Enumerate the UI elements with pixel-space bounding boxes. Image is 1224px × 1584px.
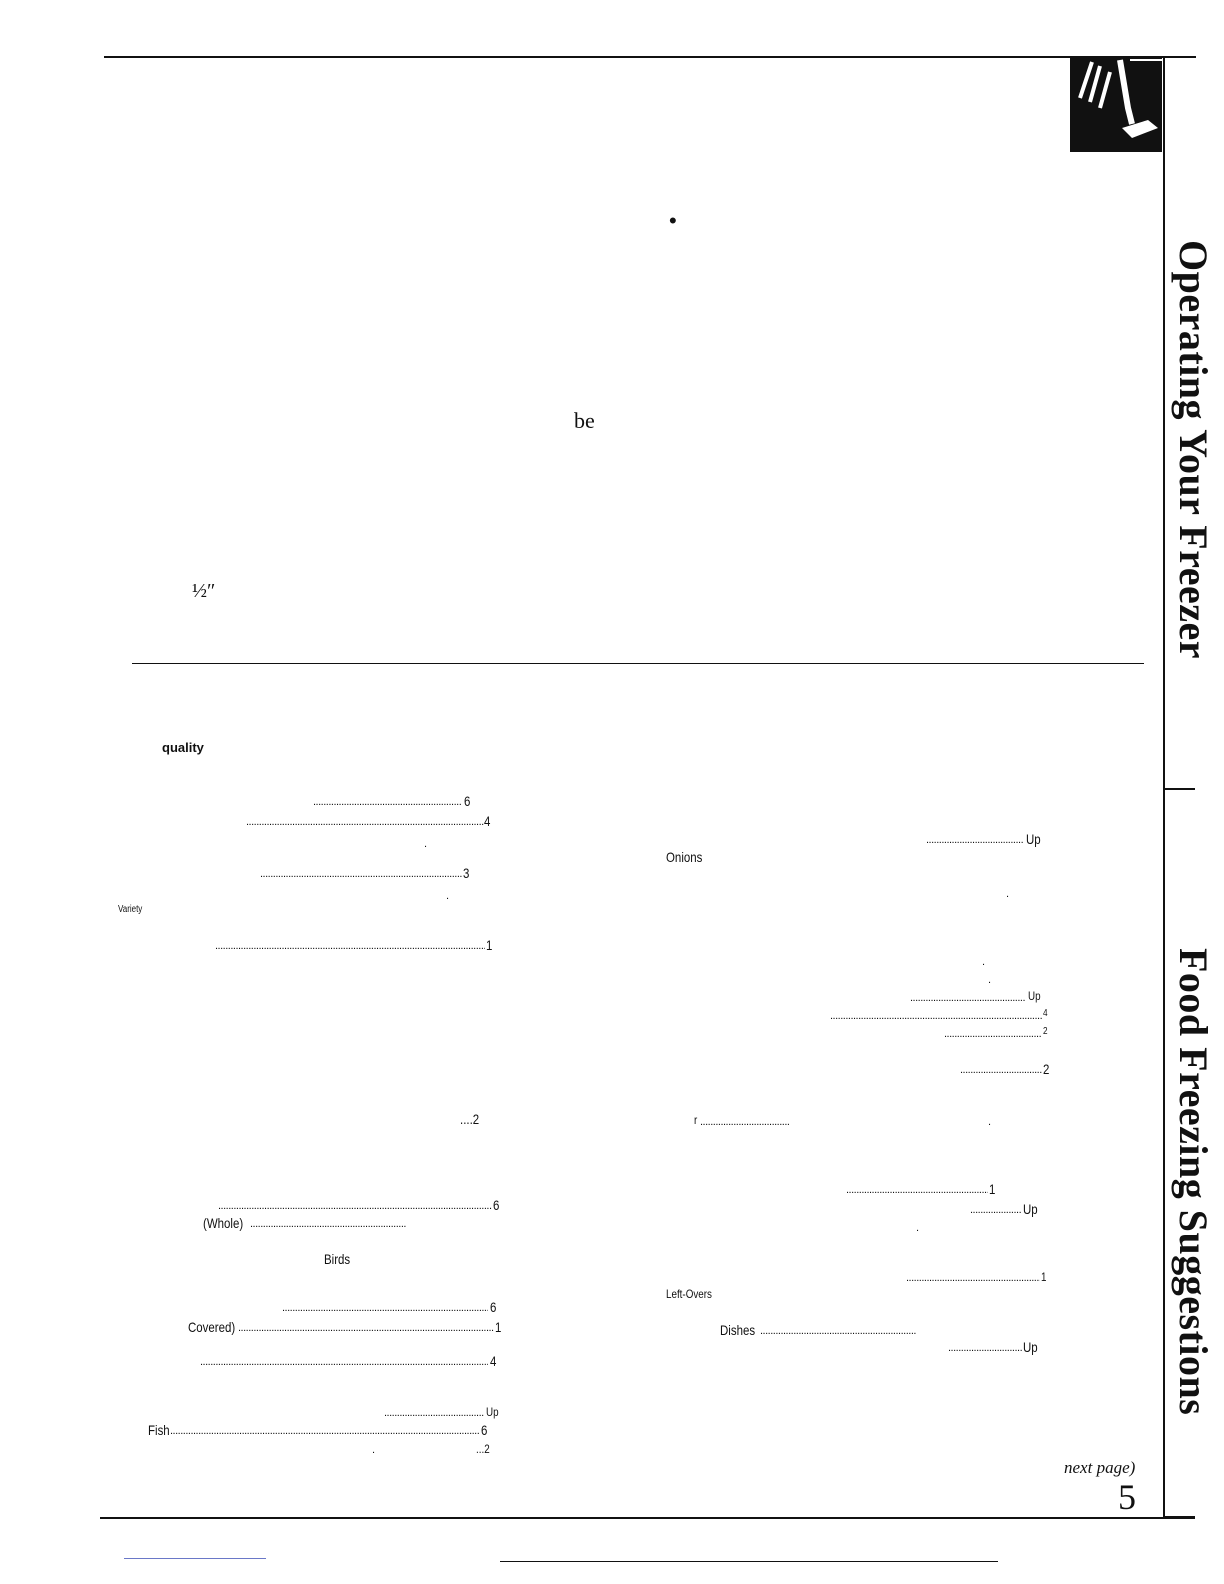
section-divider [132, 663, 1144, 664]
leader-dots: ........................................… [760, 1325, 916, 1337]
list-item: 1 [486, 937, 493, 953]
leader-dots: ........................................… [910, 992, 1026, 1004]
leader-dots: ........................................… [246, 816, 484, 828]
leader-dots: .................................... [700, 1116, 790, 1128]
quality-heading: quality [162, 740, 204, 755]
leader-dots: ...................... [970, 1204, 1022, 1216]
leader-dots: ........................................… [260, 868, 462, 880]
list-item: Up [1028, 989, 1041, 1003]
variety-label: Variety [118, 904, 143, 915]
list-item: Up [486, 1405, 499, 1419]
leader-dots: ........................................… [200, 1356, 488, 1368]
list-item: Up [1026, 831, 1041, 847]
page-number: 5 [1118, 1477, 1136, 1517]
leader-dots: ........................................… [282, 1302, 488, 1314]
footer-link-line [124, 1558, 266, 1559]
onions-label: Onions [666, 849, 703, 865]
side-tab-operating: Operating Your Freezer [1171, 240, 1216, 660]
leader-dots: . [916, 1222, 919, 1234]
list-item: 4 [484, 813, 491, 829]
bullet: • [669, 208, 677, 233]
leader-dots: .............................. [948, 1342, 1022, 1354]
leader-dots: ........................................… [215, 940, 485, 952]
list-item: 6 [481, 1422, 488, 1438]
list-item: 1 [989, 1181, 996, 1197]
upper-text-be: be [574, 408, 595, 433]
list-item: 6 [493, 1197, 500, 1213]
leader-dots: . [1006, 888, 1009, 900]
leader-dots: ....................................... [944, 1028, 1042, 1040]
birds-label: Birds [324, 1251, 351, 1267]
list-item: 2 [1043, 1026, 1048, 1037]
list-item: 1 [1041, 1270, 1047, 1284]
leader-dots: ....................................... [384, 1407, 484, 1419]
leader-dots: ........................................… [238, 1322, 494, 1334]
leader-dots: ................................. [960, 1064, 1042, 1076]
list-item: 1 [495, 1319, 502, 1335]
whole-label: (Whole) [203, 1215, 244, 1231]
top-rule [104, 56, 1196, 58]
leader-dots: ........................................… [218, 1200, 492, 1212]
leader-dots: ........................................… [830, 1010, 1042, 1022]
list-item: Up [1023, 1201, 1038, 1217]
leader-dots: ........................................… [170, 1425, 480, 1437]
list-item: ...2 [476, 1442, 490, 1456]
side-tab-food-freezing: Food Freezing Suggestions [1171, 948, 1216, 1416]
list-item: 4 [1043, 1008, 1048, 1019]
upper-text-half-inch: ½″ [192, 580, 216, 602]
leader-dots: . [424, 838, 427, 850]
leader-dots: ........................................… [313, 796, 462, 808]
list-item: 2 [1043, 1061, 1050, 1077]
covered-label: Covered) [188, 1319, 236, 1335]
leader-dots: ........................................… [250, 1218, 406, 1230]
leader-dots: ........................................… [846, 1184, 988, 1196]
leader-dots: . [982, 956, 985, 968]
leader-dots: . [446, 890, 449, 902]
left-overs-label: Left-Overs [666, 1287, 712, 1301]
list-item: 3 [463, 865, 470, 881]
leader-dots: ...................................... [926, 834, 1024, 846]
list-item: ....2 [460, 1111, 480, 1127]
list-item: 6 [490, 1299, 497, 1315]
fish-label: Fish [148, 1422, 170, 1438]
leader-dots: ........................................… [906, 1272, 1040, 1284]
leader-dots: . [372, 1444, 375, 1456]
leader-dots: . [988, 1116, 991, 1128]
footer-line [500, 1561, 998, 1562]
dishes-label: Dishes [720, 1322, 756, 1338]
bottom-rule [100, 1517, 1195, 1519]
leader-dots: . [988, 974, 991, 986]
continued-note: next page) [1064, 1458, 1136, 1477]
side-tab-divider [1163, 788, 1195, 790]
list-item: Up [1023, 1339, 1038, 1355]
list-item: 6 [464, 793, 471, 809]
hand-pressing-button-icon [1070, 58, 1162, 152]
r-label: r [694, 1113, 698, 1127]
list-item: 4 [490, 1353, 497, 1369]
